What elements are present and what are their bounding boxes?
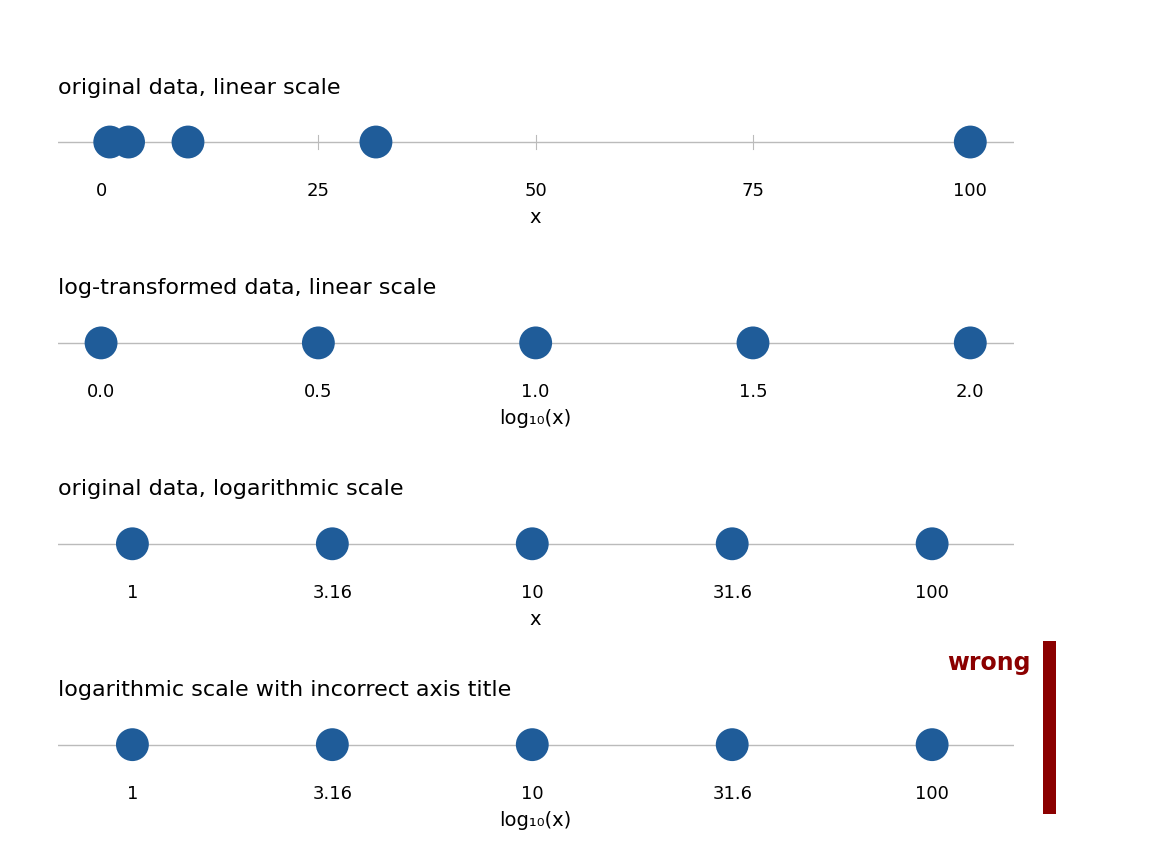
Point <box>323 738 341 752</box>
Point <box>366 135 385 149</box>
Text: wrong: wrong <box>948 651 1031 675</box>
Point <box>92 336 111 350</box>
Point <box>179 135 197 149</box>
Point <box>923 738 941 752</box>
Point <box>723 738 742 752</box>
Point <box>523 738 541 752</box>
Point <box>323 537 341 550</box>
X-axis label: x: x <box>530 208 541 227</box>
Text: original data, logarithmic scale: original data, logarithmic scale <box>58 480 403 499</box>
Point <box>723 537 742 550</box>
Point <box>961 336 979 350</box>
Text: original data, linear scale: original data, linear scale <box>58 78 340 98</box>
X-axis label: log₁₀(x): log₁₀(x) <box>500 811 571 830</box>
Point <box>526 336 545 350</box>
Point <box>744 336 763 350</box>
Text: logarithmic scale with incorrect axis title: logarithmic scale with incorrect axis ti… <box>58 680 510 700</box>
Point <box>523 537 541 550</box>
Text: log-transformed data, linear scale: log-transformed data, linear scale <box>58 278 435 298</box>
Point <box>120 135 138 149</box>
X-axis label: log₁₀(x): log₁₀(x) <box>500 410 571 429</box>
X-axis label: x: x <box>530 610 541 629</box>
Point <box>923 537 941 550</box>
Point <box>123 738 142 752</box>
Point <box>123 537 142 550</box>
Point <box>309 336 327 350</box>
Point <box>100 135 119 149</box>
Point <box>961 135 979 149</box>
